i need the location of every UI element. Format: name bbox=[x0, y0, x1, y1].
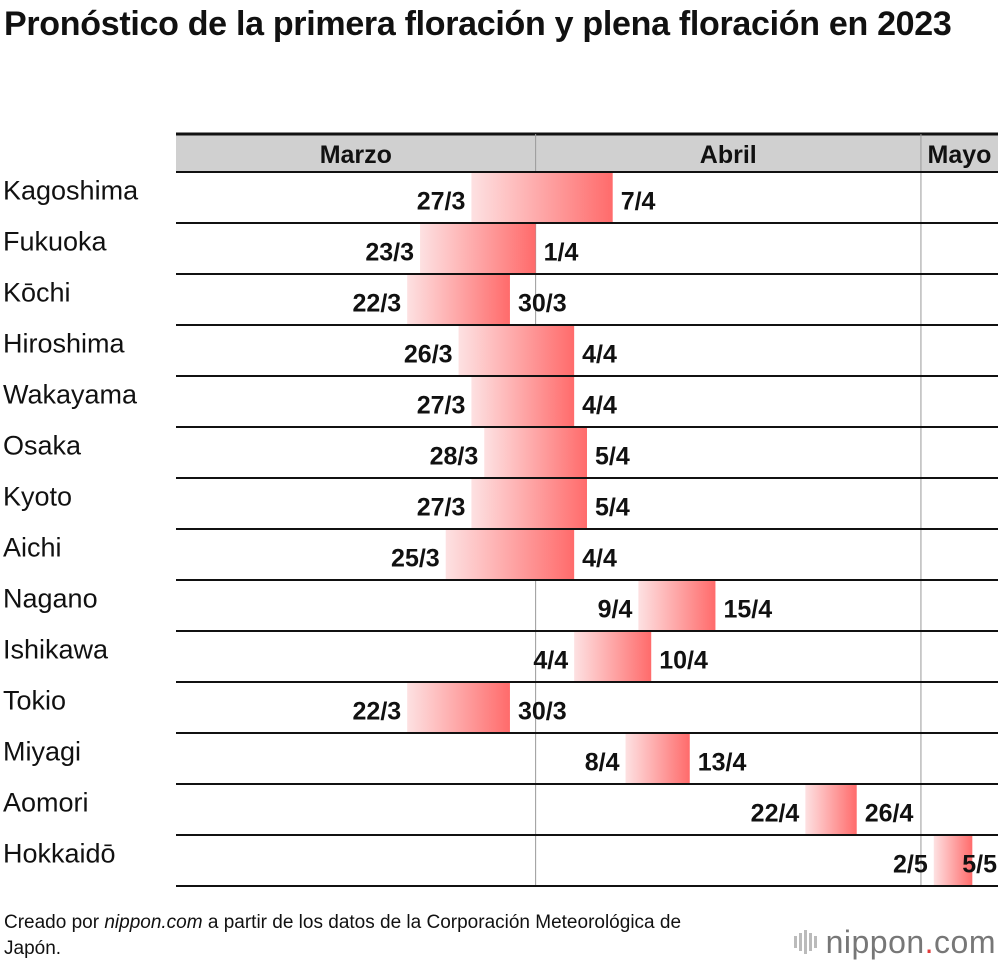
end-date-label: 4/4 bbox=[582, 545, 617, 573]
labels: Marzo Abril Mayo Kagoshima 27/3 7/4 Fukuoka 23/… bbox=[3, 141, 997, 879]
nippon-logo-icon bbox=[793, 930, 817, 954]
city-label: Fukuoka bbox=[3, 227, 108, 257]
start-date-label: 22/3 bbox=[353, 290, 402, 318]
start-date-label: 27/3 bbox=[417, 392, 466, 420]
city-label: Wakayama bbox=[3, 380, 138, 410]
end-date-label: 13/4 bbox=[698, 749, 747, 777]
start-date-label: 23/3 bbox=[365, 239, 414, 267]
city-label: Ishikawa bbox=[3, 635, 109, 665]
footer-suffix: a partir de los datos de la Corporación … bbox=[4, 912, 682, 959]
start-date-label: 26/3 bbox=[404, 341, 453, 369]
city-label: Aomori bbox=[3, 788, 89, 818]
end-date-label: 26/4 bbox=[865, 800, 914, 828]
end-date-label: 10/4 bbox=[659, 647, 708, 675]
month-label-1: Marzo bbox=[320, 141, 392, 169]
city-label: Kagoshima bbox=[3, 176, 139, 206]
end-date-label: 30/3 bbox=[518, 290, 567, 318]
start-date-label: 25/3 bbox=[391, 545, 440, 573]
start-date-label: 2/5 bbox=[893, 851, 928, 879]
end-date-label: 4/4 bbox=[582, 341, 617, 369]
end-date-label: 15/4 bbox=[723, 596, 772, 624]
city-label: Kyoto bbox=[3, 482, 72, 512]
brand-name: nippon bbox=[825, 924, 925, 960]
month-label-2: Abril bbox=[700, 141, 757, 169]
end-date-label: 30/3 bbox=[518, 698, 567, 726]
start-date-label: 22/3 bbox=[353, 698, 402, 726]
bloom-bar bbox=[407, 275, 510, 324]
city-label: Nagano bbox=[3, 584, 98, 614]
city-label: Tokio bbox=[3, 686, 66, 716]
end-date-label: 5/5 bbox=[962, 851, 997, 879]
bloom-bar bbox=[471, 173, 613, 222]
start-date-label: 4/4 bbox=[533, 647, 568, 675]
footer-prefix: Creado por bbox=[4, 912, 105, 933]
city-label: Osaka bbox=[3, 431, 82, 461]
city-label: Kōchi bbox=[3, 278, 71, 308]
bloom-bar bbox=[638, 581, 716, 630]
bars bbox=[407, 173, 973, 885]
end-date-label: 5/4 bbox=[595, 443, 630, 471]
bloom-bar bbox=[574, 632, 652, 681]
start-date-label: 8/4 bbox=[585, 749, 620, 777]
bloom-bar bbox=[933, 836, 973, 885]
start-date-label: 28/3 bbox=[430, 443, 479, 471]
bloom-bar bbox=[458, 326, 575, 375]
end-date-label: 5/4 bbox=[595, 494, 630, 522]
footer-credit: Creado por nippon.com a partir de los da… bbox=[4, 910, 724, 962]
city-label: Hiroshima bbox=[3, 329, 126, 359]
brand-logo: nippon.com bbox=[792, 924, 996, 961]
bloom-bar bbox=[471, 377, 575, 426]
end-date-label: 7/4 bbox=[621, 188, 656, 216]
footer-source: nippon.com bbox=[104, 912, 203, 933]
start-date-label: 22/4 bbox=[751, 800, 800, 828]
city-label: Miyagi bbox=[3, 737, 81, 767]
start-date-label: 27/3 bbox=[417, 188, 466, 216]
chart-title: Pronóstico de la primera floración y ple… bbox=[4, 5, 952, 43]
bloom-bar bbox=[805, 785, 857, 834]
bloom-bar bbox=[407, 683, 510, 732]
city-label: Aichi bbox=[3, 533, 62, 563]
end-date-label: 1/4 bbox=[544, 239, 579, 267]
bloom-bar bbox=[445, 530, 575, 579]
bloom-bar bbox=[471, 479, 587, 528]
month-header-band bbox=[176, 134, 998, 172]
start-date-label: 9/4 bbox=[598, 596, 633, 624]
month-label-3: Mayo bbox=[928, 141, 992, 169]
brand-dot: . bbox=[924, 924, 935, 960]
bloom-bar bbox=[420, 224, 536, 273]
brand-tld: com bbox=[934, 924, 996, 960]
start-date-label: 27/3 bbox=[417, 494, 466, 522]
grid-lines bbox=[176, 132, 998, 887]
bloom-bar bbox=[484, 428, 587, 477]
city-label: Hokkaidō bbox=[3, 839, 116, 869]
end-date-label: 4/4 bbox=[582, 392, 617, 420]
bloom-bar bbox=[625, 734, 690, 783]
